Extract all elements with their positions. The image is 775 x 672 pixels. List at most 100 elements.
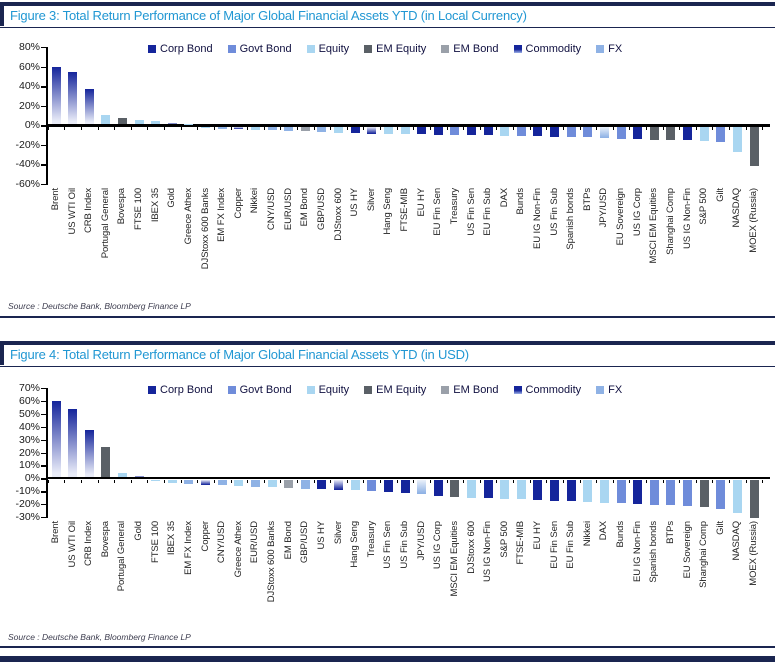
figure3-title-notch [0, 6, 4, 26]
bar-Gilt [716, 479, 726, 510]
bar-Nikkei [583, 479, 593, 503]
bar-GBP/USD [317, 126, 327, 132]
x-axis-label: EU Fin Sen [548, 521, 560, 569]
y-axis-tick-label: 50% [18, 407, 40, 420]
bar-S&P 500 [500, 479, 510, 499]
bar-DJStoxx 600 [334, 126, 344, 133]
category-tick [180, 126, 182, 131]
figure4-chart: 70% 60% 50% 40% 30% 20% 10% 0% -10% -20% -30% Brent… [0, 382, 775, 629]
y-axis-tick-label: 60% [18, 60, 40, 73]
category-tick [130, 479, 132, 483]
x-axis-label: Portugal General [116, 521, 128, 592]
legend-swatch-equity [306, 45, 315, 53]
category-tick [213, 126, 215, 131]
x-axis-label: DJStoxx 600 Banks [199, 188, 211, 270]
category-tick [80, 126, 82, 131]
legend-swatch-commodity [513, 45, 522, 53]
y-axis-tick-label: -30% [15, 511, 40, 523]
bar-Treasury [450, 126, 460, 135]
bar-NASDAQ [732, 126, 742, 152]
legend-swatch-fx [596, 386, 605, 394]
x-axis-label: MOEX (Russia) [748, 188, 760, 253]
legend-swatch-corp_bond [148, 386, 156, 394]
y-axis-tick [41, 66, 46, 68]
category-tick [429, 126, 431, 131]
x-axis-label: Brent [50, 188, 61, 211]
x-axis-label: US WTI Oil [66, 521, 78, 568]
bar-Nikkei [250, 126, 260, 130]
category-tick [247, 126, 249, 131]
y-axis-tick [41, 105, 46, 108]
bar-EM Bond [284, 479, 294, 488]
category-tick [496, 126, 498, 131]
x-axis-label: US Fin Sub [548, 188, 560, 236]
legend-label: Equity [318, 43, 350, 55]
category-tick [562, 479, 564, 483]
bar-Silver [367, 126, 377, 134]
x-axis-label: CRB Index [83, 188, 95, 234]
bar-CRB Index [84, 430, 94, 478]
y-axis-tick-label: 20% [18, 99, 40, 112]
legend-item-commodity: Commodity [513, 43, 581, 55]
x-axis-label: GBP/USD [315, 188, 327, 231]
bar-EU Fin Sen [433, 126, 443, 135]
x-axis-label: US IG Corp [631, 188, 643, 237]
plot-area: 80% 60% 40% 20% 0% -20% -40% -60% Brent US WTI Oi… [0, 41, 775, 269]
category-tick [280, 479, 282, 483]
category-tick [712, 479, 714, 483]
x-axis-label: Gilt [714, 521, 726, 535]
category-tick [479, 126, 481, 131]
x-axis-label: Bunds [515, 188, 527, 215]
chart-legend: Corp Bond Govt Bond Equity EM Equity EM Bond… [148, 384, 622, 396]
x-axis-label: Nikkei [581, 521, 593, 547]
x-axis-label: EU Sovereign [615, 188, 627, 246]
bar-US Fin Sen [467, 126, 476, 136]
category-tick [513, 479, 515, 483]
bar-EUR/USD [250, 479, 260, 487]
bar-EM FX Index [184, 479, 194, 484]
category-tick [629, 479, 631, 483]
y-axis-tick-label: 60% [18, 394, 40, 407]
bar-EU HY [533, 479, 543, 501]
category-tick [529, 479, 531, 483]
category-tick [380, 479, 382, 483]
figure4-title-underline [0, 366, 775, 367]
category-tick [413, 126, 415, 131]
x-axis-label: CNY/USD [266, 188, 278, 231]
y-axis-tick [41, 491, 46, 493]
legend-item-em_bond: EM Bond [441, 384, 499, 396]
x-axis-label: FTSE-MIB [399, 188, 411, 232]
bar-Copper [234, 126, 244, 130]
legend-item-corp_bond: Corp Bond [148, 384, 213, 396]
category-tick [97, 479, 99, 483]
y-axis-tick-label: 80% [18, 41, 40, 53]
legend-item-commodity: Commodity [513, 384, 581, 396]
x-axis-label: DAX [498, 188, 510, 208]
category-tick [546, 479, 548, 483]
category-tick [413, 479, 415, 483]
y-axis-tick [41, 426, 46, 429]
bar-EU Fin Sub [566, 479, 576, 502]
y-axis-tick [41, 47, 46, 49]
bar-JPY/USD [417, 479, 427, 495]
category-tick [147, 126, 149, 131]
bar-FTSE-MIB [516, 479, 526, 500]
bar-Greece Athex [234, 479, 244, 486]
bar-EUR/USD [284, 126, 294, 131]
x-axis-label: BTPs [581, 188, 593, 211]
x-axis-label: MSCI EM Equities [448, 521, 460, 597]
category-tick [296, 126, 298, 131]
bar-Copper [201, 479, 211, 485]
bar-US HY [350, 126, 360, 134]
category-tick [463, 126, 465, 131]
x-axis-label: Shanghai Comp [664, 188, 676, 255]
x-axis-label: IBEX 35 [149, 188, 161, 223]
category-tick [363, 126, 365, 131]
x-axis-label: EU IG Non-Fin [631, 521, 643, 582]
x-axis-label: MOEX (Russia) [748, 521, 760, 586]
y-axis-tick [41, 517, 46, 519]
category-tick [114, 479, 116, 483]
y-axis-tick [41, 465, 46, 467]
category-tick [280, 126, 282, 131]
